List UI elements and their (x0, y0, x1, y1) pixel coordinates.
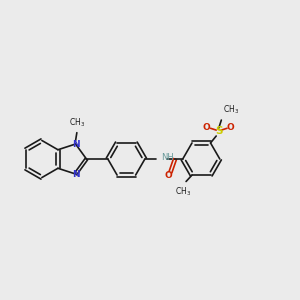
Text: CH$_3$: CH$_3$ (69, 116, 85, 129)
Text: CH$_3$: CH$_3$ (176, 185, 192, 198)
Text: O: O (227, 123, 235, 132)
Text: O: O (164, 171, 172, 180)
Text: CH$_3$: CH$_3$ (223, 103, 239, 116)
Text: O: O (203, 123, 211, 132)
Text: N: N (72, 140, 80, 148)
Text: NH: NH (161, 153, 174, 162)
Text: S: S (215, 126, 223, 136)
Text: N: N (72, 169, 80, 178)
